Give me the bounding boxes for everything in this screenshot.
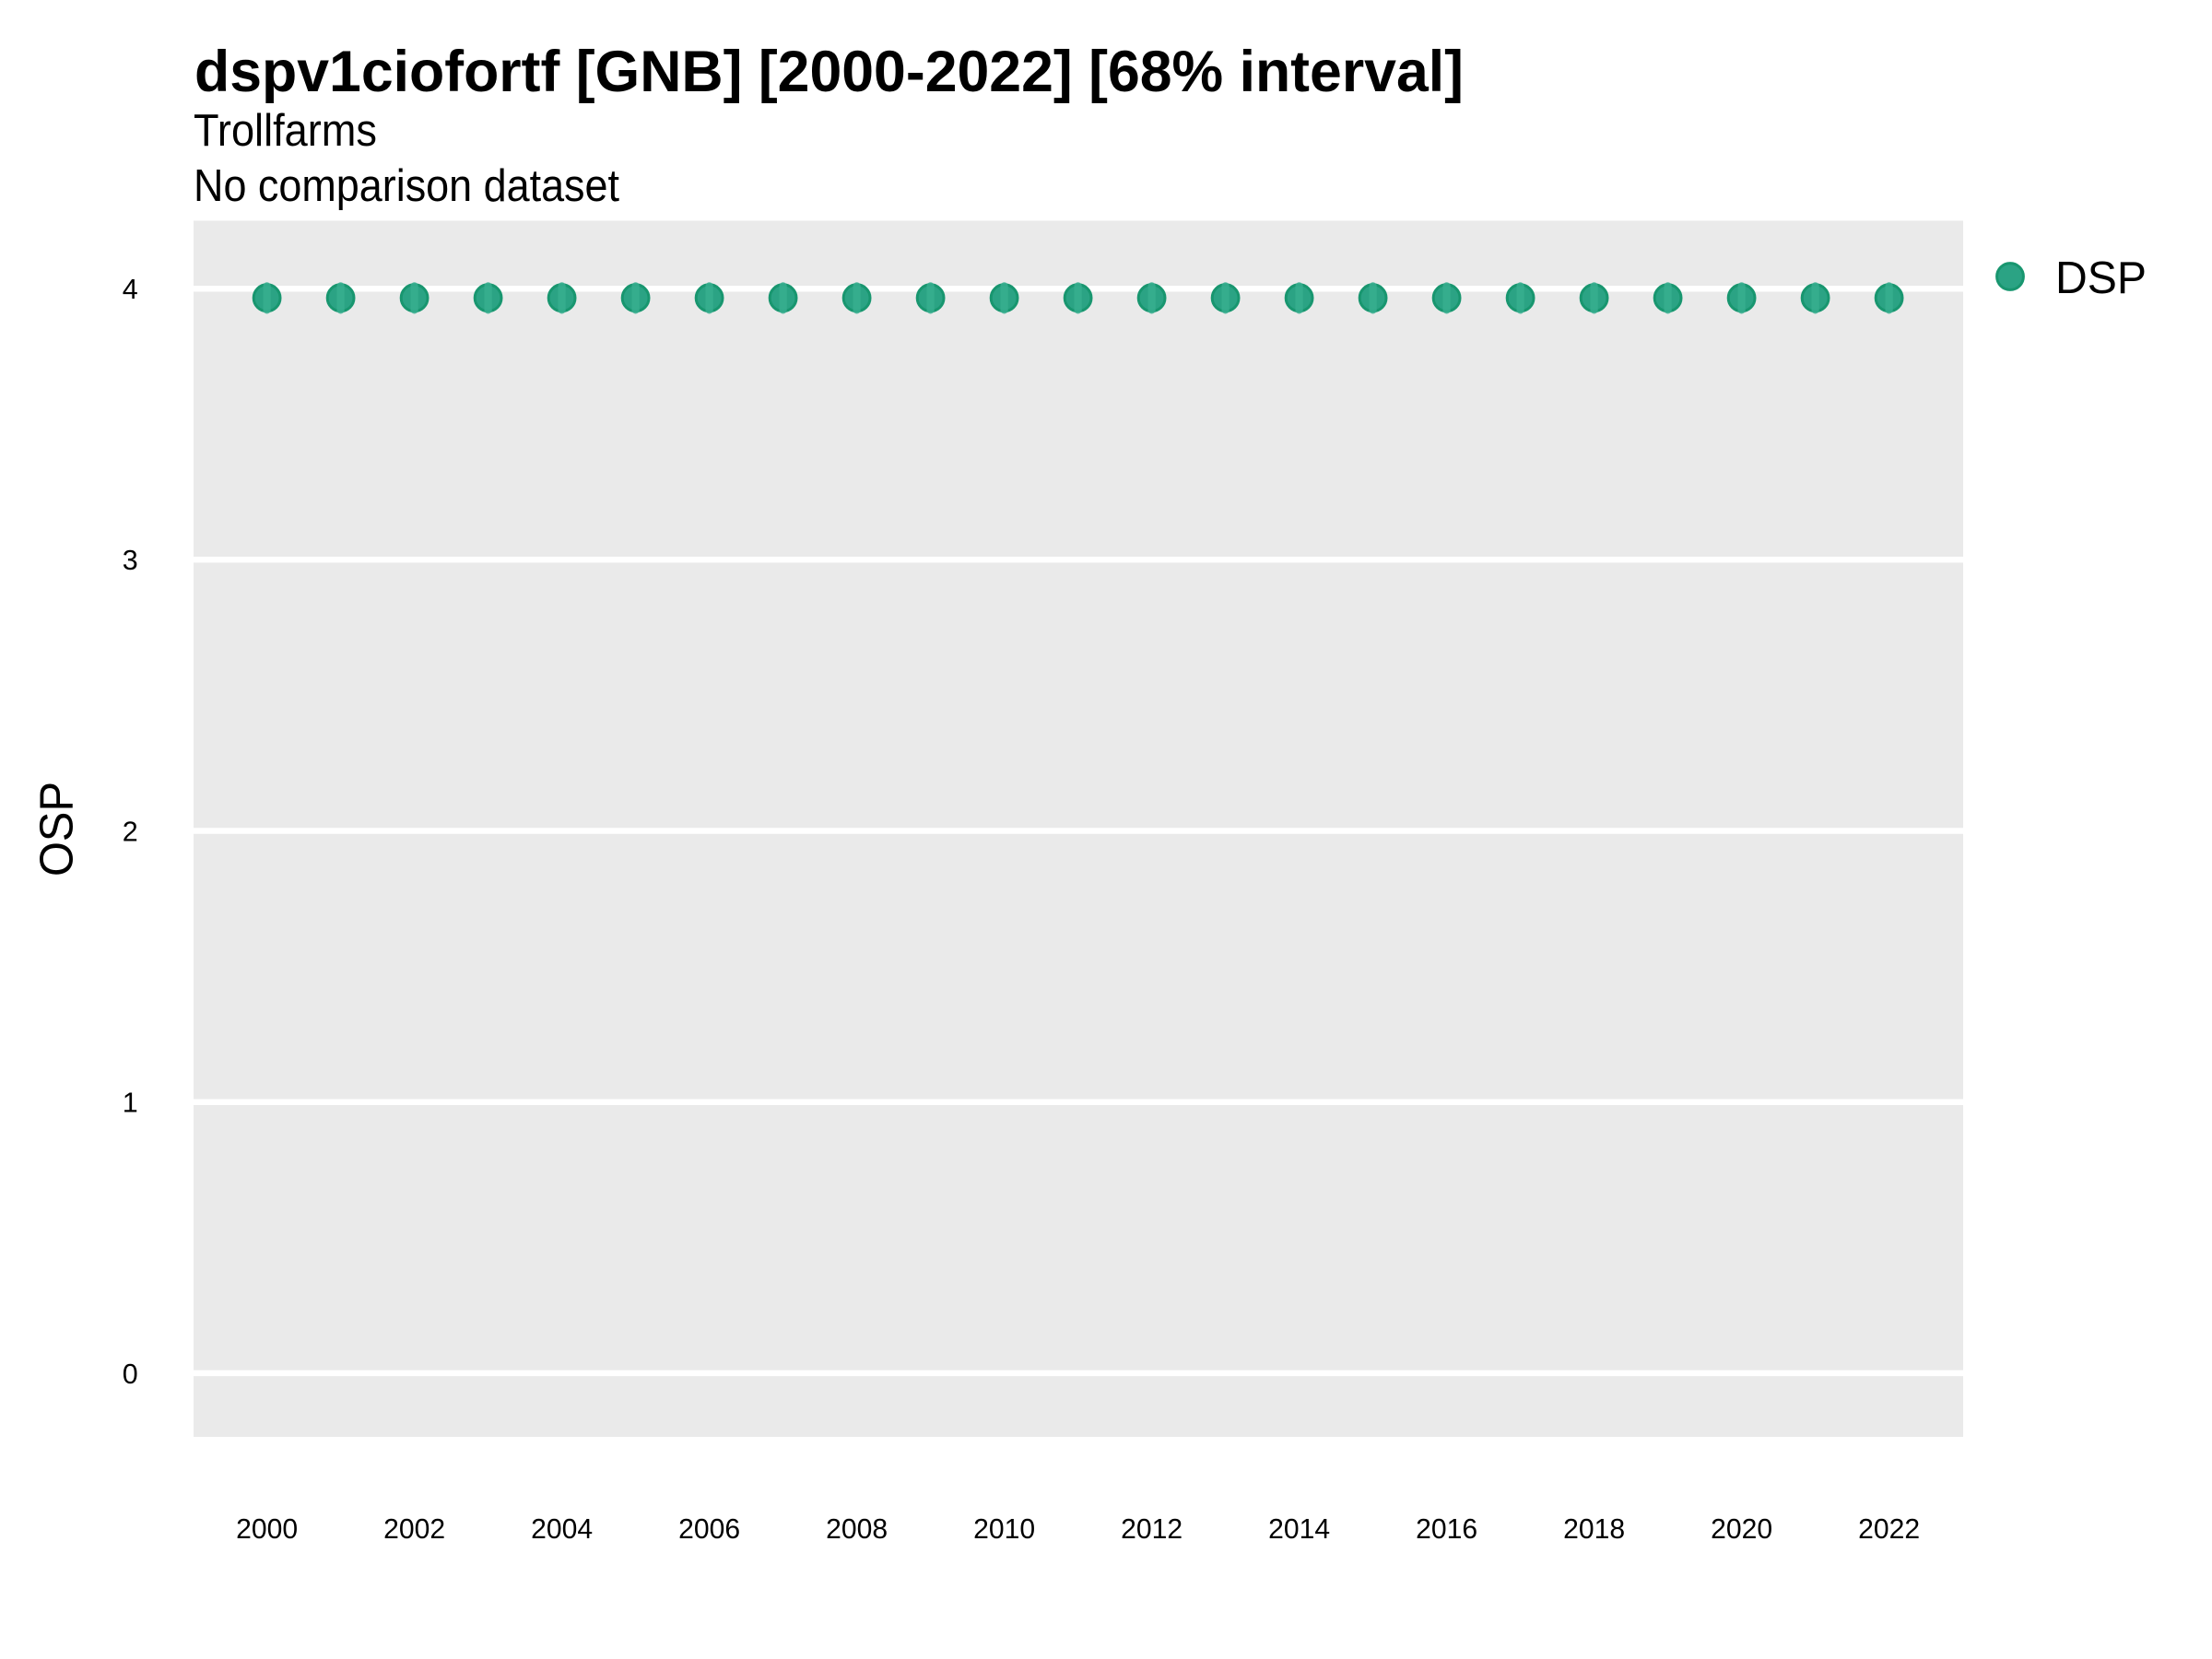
svg-text:2006: 2006: [678, 1513, 740, 1545]
svg-text:1: 1: [123, 1088, 138, 1119]
svg-text:2: 2: [123, 816, 138, 847]
svg-text:2000: 2000: [236, 1513, 298, 1545]
svg-text:2002: 2002: [383, 1513, 445, 1545]
svg-text:2016: 2016: [1416, 1513, 1477, 1545]
svg-text:4: 4: [123, 274, 138, 305]
svg-text:2004: 2004: [531, 1513, 593, 1545]
svg-text:Trollfarms: Trollfarms: [194, 106, 377, 156]
svg-text:3: 3: [123, 545, 138, 576]
svg-text:0: 0: [123, 1359, 138, 1390]
svg-text:2022: 2022: [1858, 1513, 1920, 1545]
svg-text:2020: 2020: [1711, 1513, 1772, 1545]
svg-text:2018: 2018: [1563, 1513, 1625, 1545]
svg-text:2012: 2012: [1121, 1513, 1182, 1545]
svg-text:OSP: OSP: [30, 782, 83, 877]
svg-text:No comparison dataset: No comparison dataset: [194, 161, 619, 211]
svg-text:DSP: DSP: [2055, 253, 2147, 303]
svg-text:2008: 2008: [826, 1513, 888, 1545]
svg-text:dspv1ciofortf [GNB] [2000-2022: dspv1ciofortf [GNB] [2000-2022] [68% int…: [194, 40, 1464, 104]
svg-text:2010: 2010: [973, 1513, 1035, 1545]
svg-text:2014: 2014: [1268, 1513, 1330, 1545]
